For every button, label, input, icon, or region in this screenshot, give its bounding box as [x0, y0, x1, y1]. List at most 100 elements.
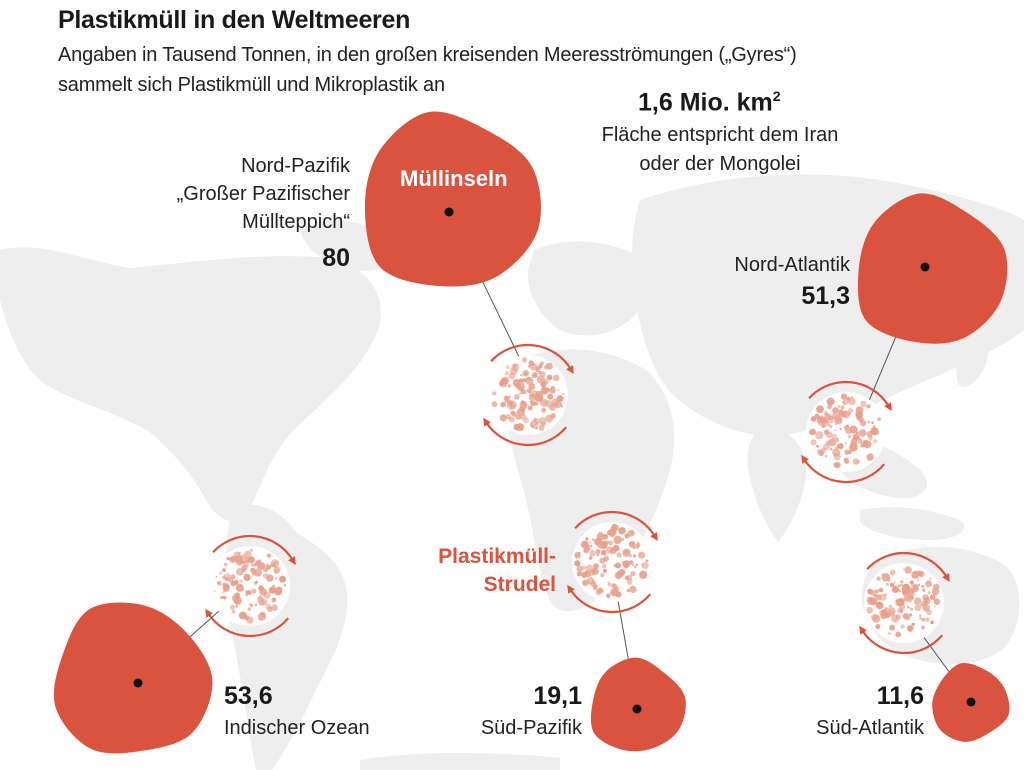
microplastic-particle — [271, 597, 277, 603]
microplastic-particle — [602, 568, 608, 573]
microplastic-particle — [842, 410, 850, 419]
microplastic-particle — [510, 367, 518, 375]
microplastic-particle — [529, 420, 539, 429]
north-atlantic-value: 51,3 — [801, 282, 850, 310]
microplastic-particle — [919, 603, 923, 607]
vortex-arrow-head — [859, 625, 867, 635]
microplastic-particle — [834, 429, 836, 432]
microplastic-particle — [595, 549, 601, 555]
microplastic-particle — [626, 579, 633, 585]
microplastic-particle — [586, 577, 595, 585]
microplastic-particle — [274, 569, 279, 574]
microplastic-particle — [828, 424, 831, 427]
microplastic-particle — [611, 546, 616, 551]
microplastic-particle — [866, 404, 871, 409]
microplastic-particle — [613, 535, 622, 545]
microplastic-particle — [857, 439, 863, 444]
microplastic-particle — [911, 622, 915, 626]
south-atlantic-value: 11,6 — [876, 682, 924, 710]
microplastic-particle — [504, 371, 509, 376]
subtitle-line-1: Angaben in Tausend Tonnen, in den großen… — [58, 44, 797, 66]
microplastic-particle — [514, 394, 520, 400]
microplastic-particle — [639, 570, 648, 579]
microplastic-particle — [834, 416, 843, 425]
microplastic-particle — [539, 417, 547, 425]
microplastic-particle — [611, 583, 616, 588]
microplastic-particle — [511, 411, 517, 417]
microplastic-particle — [909, 580, 914, 585]
vortex-arrow-head — [566, 365, 574, 374]
microplastic-particle — [925, 617, 930, 622]
microplastic-particle — [895, 598, 903, 607]
microplastic-particle — [632, 564, 634, 567]
microplastic-particle — [826, 397, 835, 406]
microplastic-particle — [919, 617, 922, 620]
microplastic-particle — [930, 620, 934, 625]
microplastic-particle — [877, 417, 882, 422]
microplastic-particle — [816, 444, 820, 448]
microplastic-particle — [844, 449, 850, 456]
microplastic-particle — [817, 417, 820, 420]
vortex-arrow-arc — [808, 380, 890, 407]
microplastic-particle — [222, 587, 225, 590]
microplastic-particle — [910, 596, 914, 600]
microplastic-particle — [235, 583, 244, 592]
vortex-south-pacific — [567, 510, 658, 613]
microplastic-particle — [620, 537, 625, 542]
microplastic-particle — [902, 612, 910, 620]
vortex-arrow-arc — [803, 459, 886, 483]
microplastic-particle — [929, 577, 932, 580]
microplastic-particle — [250, 562, 256, 568]
microplastic-particle — [549, 387, 556, 394]
vortex-arrow-head — [801, 454, 809, 464]
microplastic-particle — [224, 562, 228, 567]
microplastic-particle — [893, 619, 896, 622]
microplastic-particle — [843, 426, 847, 430]
microplastic-particle — [881, 573, 885, 576]
vortex-arrow-arc — [207, 613, 290, 637]
microplastic-particle — [274, 587, 283, 596]
microplastic-particle — [229, 557, 233, 562]
microplastic-particle — [593, 538, 602, 546]
microplastic-particle — [574, 552, 581, 559]
microplastic-particle — [889, 624, 895, 631]
microplastic-particle — [884, 607, 890, 613]
microplastic-particle — [249, 603, 253, 608]
microplastic-particle — [888, 632, 891, 635]
microplastic-particle — [547, 393, 554, 400]
microplastic-particle — [933, 598, 941, 605]
microplastic-particle — [922, 594, 929, 601]
microplastic-particle — [638, 551, 646, 559]
microplastic-particle — [528, 360, 535, 367]
microplastic-particle — [253, 568, 263, 577]
blob-north-atlantic — [857, 193, 1008, 344]
vortex-arrow-arc — [490, 343, 572, 370]
vortex-arrow-head — [942, 573, 950, 582]
indian-ocean-value: 53,6 — [224, 682, 273, 710]
microplastic-particle — [878, 587, 884, 593]
microplastic-particle — [552, 374, 560, 382]
microplastic-particle — [914, 604, 921, 611]
microplastic-particle — [831, 433, 838, 440]
vortex-north-pacific — [483, 343, 574, 446]
vortex-arrow-head — [567, 584, 575, 594]
microplastic-particle — [584, 544, 591, 551]
vortex-arrow-head — [288, 556, 296, 565]
microplastic-particle — [538, 424, 545, 431]
microplastic-particle — [266, 574, 274, 582]
microplastic-particle — [908, 613, 913, 617]
vortex-arrow-arc — [485, 422, 568, 446]
microplastic-particle — [554, 400, 562, 409]
microplastic-particle — [840, 393, 848, 400]
microplastic-particle — [244, 615, 250, 621]
microplastic-particle — [867, 597, 873, 603]
microplastic-particle — [222, 575, 226, 580]
microplastic-particle — [925, 600, 928, 604]
microplastic-particle — [875, 594, 882, 601]
microplastic-particle — [239, 579, 243, 583]
vortex-arrow-head — [884, 402, 892, 411]
microplastic-particle — [917, 583, 921, 587]
area-description-line-2: oder der Mongolei — [639, 153, 801, 175]
microplastic-particle — [589, 550, 596, 557]
microplastic-particle — [863, 440, 872, 449]
